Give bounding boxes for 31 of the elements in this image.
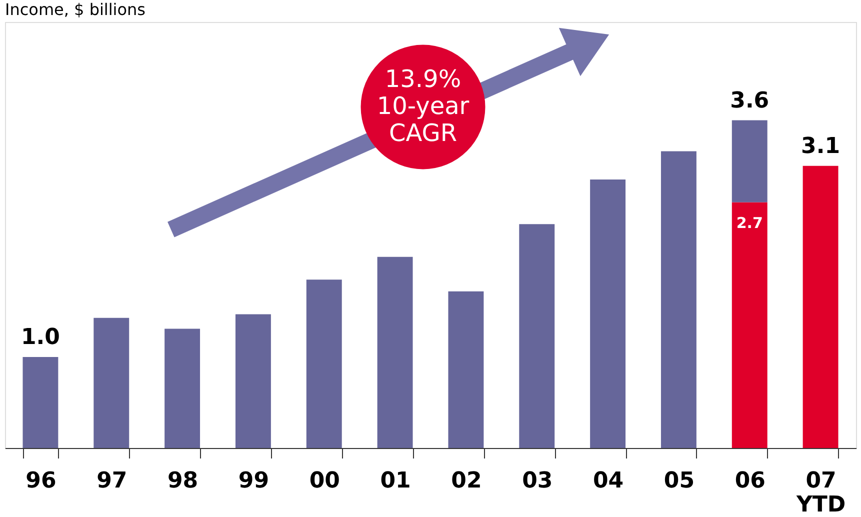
x-tick-label: 02 [451,468,482,494]
bar [590,179,626,448]
bar [519,224,555,448]
x-tick-label: 99 [238,468,270,494]
bar [22,356,58,448]
x-tick-label: 97 [96,468,128,494]
annotation: 13.9% 10-year CAGR [376,65,470,147]
x-tick-label: 04 [592,468,624,494]
bar [377,256,413,448]
bar [235,314,271,448]
bar [802,166,838,448]
total-label: 3.1 [801,134,840,159]
bar [448,291,484,448]
x-tick-label: 00 [309,468,340,494]
bar [94,318,130,448]
total-label: 3.6 [730,88,770,114]
data-label: 2.7 [736,214,763,232]
x-tick-label: 05 [664,468,695,494]
total-label: 1.0 [20,324,60,350]
chart-title: Income, $ billions [5,0,146,19]
x-tick-label: 06 [734,468,766,494]
bar [732,202,768,448]
x-tick-label: 01 [380,468,411,494]
bar [660,151,696,448]
bar [732,120,768,202]
x-tick-label: 03 [522,468,553,494]
x-tick-label: 96 [26,468,56,494]
x-tick-label: 07 YTD [795,468,846,517]
x-tick-label: 98 [167,468,198,494]
bar [164,328,200,448]
bar [306,280,342,448]
